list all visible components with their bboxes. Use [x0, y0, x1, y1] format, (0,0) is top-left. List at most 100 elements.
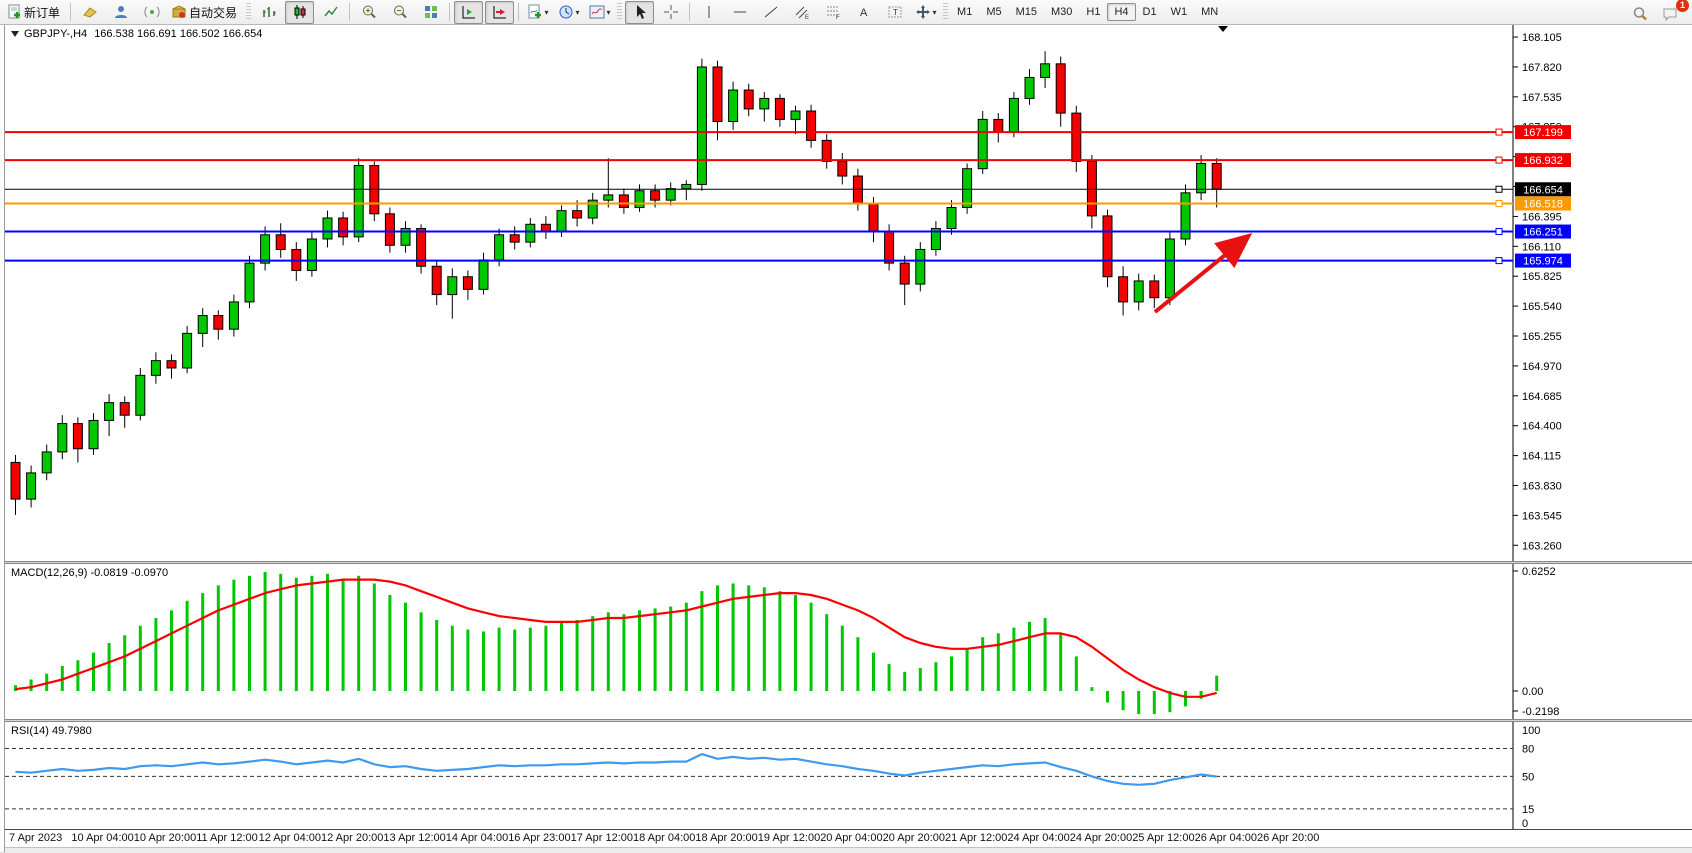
chart-symbol: GBPJPY-,H4 [24, 28, 88, 40]
candle [306, 238, 317, 271]
vertical-line-button[interactable] [694, 1, 723, 24]
tile-windows-button[interactable] [416, 1, 445, 24]
svg-text:163.830: 163.830 [1522, 480, 1562, 492]
fibonacci-icon: F [826, 6, 840, 20]
candle [182, 332, 193, 369]
search-icon [1633, 6, 1647, 20]
chart-ohlc: 166.538 166.691 166.502 166.654 [94, 28, 263, 40]
macd-label: MACD(12,26,9) -0.0819 -0.0970 [11, 567, 169, 579]
timeframe-m1[interactable]: M1 [957, 6, 973, 18]
candles [10, 51, 1222, 515]
periods-button[interactable]: ▾ [554, 1, 583, 24]
candle [634, 190, 645, 209]
candle [743, 89, 754, 110]
separator [518, 3, 520, 21]
candle [88, 419, 99, 450]
time-axis-label: 20 Apr 20:00 [882, 832, 945, 844]
search-button[interactable] [1625, 2, 1654, 25]
fibonacci-button[interactable]: F [818, 1, 847, 24]
signals-button[interactable] [137, 1, 166, 24]
indicators-button[interactable]: ▾ [523, 1, 552, 24]
candle [244, 262, 255, 303]
candle [962, 168, 973, 209]
timeframe-w1[interactable]: W1 [1170, 6, 1188, 18]
equidistant-channel-button[interactable]: E [787, 1, 816, 24]
horizontal-levels[interactable]: 167.199 166.932 166.518 166.251 165.974 166.6… [5, 125, 1571, 268]
chat-button[interactable]: 1 [1656, 0, 1689, 25]
price-pane[interactable]: GBPJPY-,H4 166.538 166.691 166.502 166.6… [5, 25, 1692, 561]
horizontal-line-button[interactable] [725, 1, 754, 24]
timeframe-d1[interactable]: D1 [1142, 6, 1157, 18]
chart-shift-icon [493, 6, 506, 19]
price-level-tag [1515, 125, 1571, 140]
svg-text:166.110: 166.110 [1522, 241, 1561, 253]
candle [1149, 280, 1160, 299]
candle [618, 194, 629, 209]
line-chart-button[interactable] [316, 1, 345, 24]
crosshair-button[interactable] [656, 1, 685, 24]
market-watch-button[interactable] [106, 1, 135, 24]
svg-text:163.545: 163.545 [1522, 510, 1562, 522]
chart-shift-button[interactable] [485, 0, 515, 24]
candle [197, 315, 208, 334]
candle [150, 360, 161, 376]
macd-pane[interactable]: MACD(12,26,9) -0.0819 -0.0970 0.6252 0.00… [5, 564, 1692, 719]
pane-divider[interactable] [5, 561, 1692, 564]
trend-arrow[interactable] [1153, 232, 1253, 314]
auto-trading-button[interactable]: 自动交易 [168, 1, 243, 24]
svg-text:-0.2198: -0.2198 [1522, 706, 1559, 718]
timeframe-h1[interactable]: H1 [1086, 6, 1101, 18]
text-icon: A [860, 7, 868, 19]
price-chart-canvas[interactable]: 168.105167.820167.535167.250166.965166.6… [5, 25, 1692, 561]
macd-canvas[interactable]: 0.6252 0.00 -0.2198 [5, 564, 1692, 719]
toolbar-grip [246, 3, 252, 21]
text-button[interactable]: A [849, 1, 878, 24]
candle [884, 231, 895, 264]
new-order-button[interactable]: 新订单 [3, 1, 66, 24]
chevron-down-icon: ▾ [544, 7, 549, 17]
svg-text:167.820: 167.820 [1522, 62, 1562, 74]
bar-chart-button[interactable] [254, 1, 283, 24]
timeframe-h4[interactable]: H4 [1107, 3, 1136, 21]
candle [1118, 276, 1129, 303]
time-axis[interactable]: 7 Apr 2023 10 Apr 04:00 10 Apr 20:00 11 Apr… [5, 829, 1692, 848]
candle [946, 207, 957, 229]
styler-button[interactable] [75, 1, 104, 24]
separator [349, 3, 351, 21]
text-label-button[interactable]: T [880, 1, 909, 24]
candle [26, 472, 37, 500]
rsi-pane[interactable]: RSI(14) 49.7980 100 80 50 15 0 [5, 722, 1692, 829]
zoom-in-button[interactable] [354, 1, 383, 24]
market-watch-icon [114, 6, 127, 18]
zoom-out-button[interactable] [385, 1, 414, 24]
candle-chart-button[interactable] [285, 0, 315, 24]
crosshair-icon [663, 5, 678, 19]
svg-text:165.255: 165.255 [1522, 331, 1562, 343]
rsi-canvas[interactable]: 100 80 50 15 0 [5, 722, 1692, 829]
time-axis-label: 26 Apr 04:00 [1194, 832, 1257, 844]
svg-text:166.251: 166.251 [1523, 227, 1563, 239]
timeframe-m30[interactable]: M30 [1051, 6, 1073, 18]
bar-chart-icon [262, 7, 276, 17]
svg-text:100: 100 [1522, 725, 1540, 737]
chart-title: GBPJPY-,H4 166.538 166.691 166.502 166.6… [11, 28, 262, 40]
candle [104, 402, 115, 421]
arrows-button[interactable]: ▾ [911, 1, 940, 24]
trendline-button[interactable] [756, 1, 785, 24]
timeframe-mn[interactable]: MN [1201, 6, 1219, 18]
candle [977, 118, 988, 170]
templates-button[interactable]: ▾ [585, 1, 614, 24]
price-level-tag [1515, 153, 1571, 168]
time-axis-label: 7 Apr 2023 [9, 832, 63, 844]
macd-signal-line [15, 578, 1217, 698]
timeframe-m15[interactable]: M15 [1015, 6, 1037, 18]
candle [868, 202, 879, 233]
svg-text:T: T [893, 8, 898, 17]
cursor-button[interactable] [625, 0, 655, 24]
time-axis-label: 18 Apr 04:00 [633, 832, 696, 844]
pane-divider[interactable] [5, 719, 1692, 722]
chart-menu-icon[interactable] [11, 31, 19, 37]
timeframe-m5[interactable]: M5 [986, 6, 1002, 18]
svg-text:167.199: 167.199 [1523, 127, 1563, 139]
auto-scroll-button[interactable] [454, 0, 484, 24]
